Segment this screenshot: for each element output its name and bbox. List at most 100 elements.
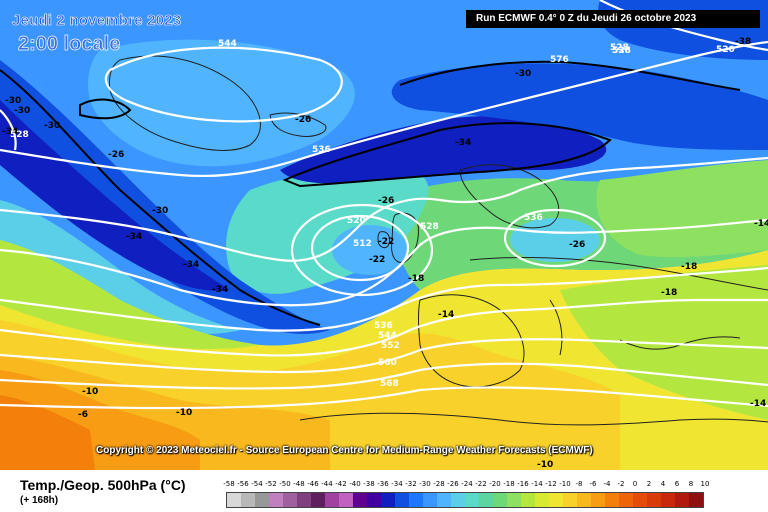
- geopotential-contours: [0, 0, 768, 410]
- temp-label: -6: [78, 410, 88, 420]
- temp-label: -14: [754, 219, 768, 229]
- legend-tick-label: -28: [433, 480, 445, 488]
- temp-label: -10: [82, 387, 98, 397]
- temp-label: -34: [183, 260, 199, 270]
- legend-swatch: [325, 493, 339, 507]
- isotherm-trough-west: [0, 69, 321, 326]
- geop-label: 576: [550, 55, 569, 65]
- temp-label: -18: [408, 274, 424, 284]
- legend-tick-label: -4: [603, 480, 611, 488]
- legend-swatch: [353, 493, 367, 507]
- legend-tick-label: -20: [489, 480, 501, 488]
- temp-zone-deepblue-north: [280, 116, 607, 184]
- geop-label: 528: [10, 130, 29, 140]
- geopotential-labels: 544 528 536 520 528 512 528 536 544 552 …: [10, 39, 735, 389]
- legend-swatch: [535, 493, 549, 507]
- contour-512-low: [310, 214, 410, 282]
- geop-label: 536: [524, 213, 543, 223]
- temp-label: -22: [369, 255, 385, 265]
- isotherms: [0, 60, 741, 326]
- geop-label: 528: [612, 46, 631, 56]
- temp-label: -34: [455, 138, 471, 148]
- forecast-date: Jeudi 2 novembre 2023: [12, 12, 182, 30]
- legend-swatch: [563, 493, 577, 507]
- isotherm-northern-band: [282, 122, 612, 188]
- legend-swatch: [423, 493, 437, 507]
- legend-swatch: [493, 493, 507, 507]
- legend-tick-label: -58: [223, 480, 235, 488]
- contour-536-mid: [0, 218, 768, 307]
- temp-label: -34: [126, 232, 142, 242]
- temp-label: -26: [108, 150, 124, 160]
- geop-label: 536: [612, 46, 631, 56]
- temp-label: -14: [438, 310, 454, 320]
- legend-swatch: [647, 493, 661, 507]
- model-run-info: Run ECMWF 0.4° 0 Z du Jeudi 26 octobre 2…: [466, 10, 760, 28]
- legend-tick-label: 0: [632, 480, 638, 488]
- temp-zone-darkorange: [0, 395, 95, 470]
- legend-tick-label: -38: [363, 480, 375, 488]
- italy-outline: [549, 299, 563, 356]
- temp-label: -30: [44, 121, 60, 131]
- legend-tick-label: -24: [461, 480, 473, 488]
- legend-tick-label: -26: [447, 480, 459, 488]
- europe-coast: [469, 257, 768, 291]
- legend-tick-label: -54: [251, 480, 263, 488]
- legend-tick-label: 4: [660, 480, 666, 488]
- temp-zone-darkblue-northeast: [391, 63, 768, 150]
- geop-label: 520: [347, 216, 366, 226]
- legend-tick-label: 8: [688, 480, 694, 488]
- legend-swatch: [381, 493, 395, 507]
- geop-label: 536: [312, 145, 331, 155]
- legend-tick-label: -56: [237, 480, 249, 488]
- legend-swatch: [311, 493, 325, 507]
- temp-label: -18: [661, 288, 677, 298]
- legend-swatch: [465, 493, 479, 507]
- geop-label: 560: [378, 358, 397, 368]
- contour-528: [0, 156, 768, 262]
- temp-zone-deepblue-trough: [0, 100, 230, 291]
- lead-time: (+ 168h): [20, 495, 59, 506]
- legend-tick-label: -52: [265, 480, 277, 488]
- color-scale-legend: [226, 492, 704, 508]
- temp-zone-lightgreen: [596, 160, 768, 258]
- legend-tick-label: -10: [559, 480, 571, 488]
- legend-tick-label: -42: [335, 480, 347, 488]
- legend-swatch: [591, 493, 605, 507]
- copyright-notice: Copyright © 2023 Meteociel.fr - Source E…: [96, 445, 593, 456]
- legend-swatch: [689, 493, 703, 507]
- temperature-labels: -30 -30 -34 -30 -26 -30 -34 -34 -34 -26 …: [2, 37, 768, 470]
- contour-560: [0, 338, 768, 374]
- geop-label: 520: [716, 45, 735, 55]
- legend-tick-label: 10: [700, 480, 710, 488]
- forecast-local-time: 2:00 locale: [18, 33, 121, 56]
- temp-label: -10: [537, 460, 553, 470]
- legend-swatch: [451, 493, 465, 507]
- temp-zone-lightblue-greenland: [88, 39, 355, 167]
- geop-label: 544: [378, 331, 397, 341]
- legend-swatch: [255, 493, 269, 507]
- legend-tick-label: -22: [475, 480, 487, 488]
- temp-label: -30: [515, 69, 531, 79]
- temp-label: -26: [378, 196, 394, 206]
- geop-label: 512: [353, 239, 372, 249]
- geop-label: 568: [380, 379, 399, 389]
- contour-544-greenland: [104, 46, 343, 123]
- geop-label: 536: [374, 321, 393, 331]
- legend-tick-label: -40: [349, 480, 361, 488]
- legend-swatch: [227, 493, 241, 507]
- legend-swatch: [479, 493, 493, 507]
- temp-label: -30: [14, 106, 30, 116]
- legend-swatch: [269, 493, 283, 507]
- temp-label: -34: [212, 285, 228, 295]
- temp-label: -34: [2, 127, 18, 137]
- legend-tick-label: -34: [391, 480, 403, 488]
- legend-swatch: [339, 493, 353, 507]
- contour-536-north: [0, 40, 768, 178]
- britain-outline: [391, 212, 419, 264]
- isotherm-arctic: [399, 60, 741, 91]
- scandinavia-outline: [459, 164, 560, 229]
- contour-520-low: [290, 203, 434, 297]
- legend-swatch: [549, 493, 563, 507]
- isotherm-small-loop: [79, 98, 132, 120]
